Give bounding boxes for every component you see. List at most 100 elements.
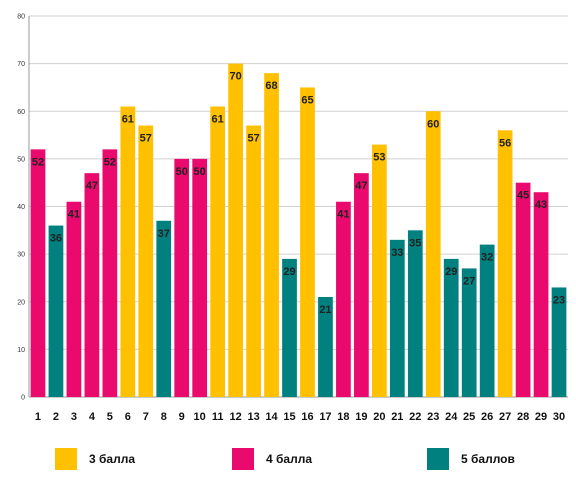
y-tick-label: 80 (17, 14, 25, 21)
bar-16 (300, 87, 315, 397)
y-tick-label: 50 (17, 156, 25, 163)
x-tick-label: 29 (535, 411, 547, 423)
data-label-10: 50 (194, 166, 206, 178)
bar-29 (533, 192, 549, 397)
data-label-16: 65 (301, 94, 313, 106)
data-label-29: 43 (535, 199, 547, 211)
bar-22 (407, 230, 423, 397)
data-label-26: 32 (481, 252, 493, 264)
y-tick-label: 0 (21, 395, 25, 402)
x-tick-label: 2 (53, 411, 59, 423)
data-label-30: 23 (553, 294, 565, 306)
data-label-12: 70 (229, 71, 241, 83)
bar-14 (264, 73, 279, 398)
data-labels: 52 36 41 47 52 61 57 37 50 50 61 70 57 68 29 65 21 41 47 53… (32, 71, 565, 316)
data-label-2: 36 (50, 233, 62, 245)
data-label-1: 52 (32, 156, 44, 168)
x-tick-label: 28 (517, 411, 529, 423)
data-label-20: 53 (373, 152, 385, 164)
legend-item-3-balla: 3 балла (55, 447, 135, 471)
y-tick-label: 20 (17, 299, 25, 306)
data-label-17: 21 (319, 304, 331, 316)
x-tick-label: 21 (391, 411, 403, 423)
x-tick-label: 9 (179, 411, 185, 423)
x-tick-label: 3 (71, 411, 77, 423)
gridlines (29, 15, 568, 350)
bar-10 (192, 158, 208, 397)
bar-27 (497, 130, 513, 398)
x-tick-label: 25 (463, 411, 475, 423)
legend-label-4-balla: 4 балла (266, 452, 313, 466)
bar-30 (551, 287, 567, 397)
data-label-21: 33 (391, 247, 403, 259)
legend-label-5-ballov: 5 баллов (461, 452, 515, 466)
data-label-24: 29 (445, 266, 457, 278)
bar-18 (336, 201, 351, 397)
y-tick-label: 10 (17, 347, 25, 354)
data-label-9: 50 (176, 166, 188, 178)
y-tick-labels: 0 10 20 30 40 50 60 70 80 (17, 14, 25, 402)
x-tick-label: 12 (229, 411, 241, 423)
x-tick-label: 19 (355, 411, 367, 423)
data-label-25: 27 (463, 275, 475, 287)
x-tick-labels: 1 2 3 4 5 6 7 8 9 10 11 12 13 14 15 16 17 18 19 20 21 22 23 24 2… (35, 411, 565, 423)
data-label-18: 41 (337, 209, 349, 221)
data-label-3: 41 (68, 209, 80, 221)
legend-item-5-ballov: 5 баллов (427, 447, 515, 471)
legend-item-4-balla: 4 балла (232, 447, 312, 471)
bar-19 (354, 173, 369, 397)
x-tick-label: 5 (107, 411, 113, 423)
data-label-6: 61 (122, 113, 134, 125)
bar-7 (138, 125, 154, 397)
bar-26 (479, 244, 495, 397)
data-label-22: 35 (409, 237, 421, 249)
data-label-5: 52 (104, 156, 116, 168)
x-tick-label: 16 (301, 411, 313, 423)
x-tick-label: 1 (35, 411, 41, 423)
bar-1 (30, 149, 46, 397)
data-label-4: 47 (86, 180, 98, 192)
bar-5 (102, 149, 118, 397)
y-tick-label: 40 (17, 204, 25, 211)
bar-2 (48, 225, 64, 397)
legend-swatch-5-ballov (427, 448, 449, 470)
x-tick-label: 23 (427, 411, 439, 423)
data-label-8: 37 (158, 228, 170, 240)
bar-25 (461, 268, 477, 397)
bars (30, 63, 567, 398)
x-tick-label: 18 (337, 411, 349, 423)
x-tick-label: 15 (283, 411, 295, 423)
data-label-11: 61 (212, 113, 224, 125)
x-tick-label: 27 (499, 411, 511, 423)
bar-6 (120, 106, 136, 398)
bar-21 (389, 239, 405, 397)
legend-swatch-4-balla (232, 448, 254, 470)
data-label-27: 56 (499, 137, 511, 149)
x-tick-label: 24 (445, 411, 458, 423)
x-tick-label: 11 (212, 411, 224, 423)
bar-3 (66, 201, 82, 397)
bar-12 (228, 63, 243, 397)
legend-label-3-balla: 3 балла (89, 452, 136, 466)
bar-28 (515, 182, 531, 397)
bar-13 (246, 125, 261, 397)
x-tick-label: 20 (373, 411, 385, 423)
x-tick-label: 8 (161, 411, 167, 423)
x-tick-label: 4 (89, 411, 96, 423)
x-tick-label: 7 (143, 411, 149, 423)
legend-swatch-3-balla (55, 448, 77, 470)
x-tick-label: 14 (265, 411, 278, 423)
bar-20 (371, 144, 387, 397)
data-label-23: 60 (427, 118, 439, 130)
y-tick-label: 70 (17, 61, 25, 68)
bar-8 (156, 220, 172, 397)
x-tick-label: 26 (481, 411, 493, 423)
x-tick-label: 30 (553, 411, 565, 423)
x-tick-label: 10 (194, 411, 206, 423)
y-tick-label: 30 (17, 252, 25, 259)
data-label-19: 47 (355, 180, 367, 192)
bar-23 (425, 111, 441, 397)
data-label-13: 57 (247, 133, 259, 145)
x-tick-label: 17 (319, 411, 331, 423)
